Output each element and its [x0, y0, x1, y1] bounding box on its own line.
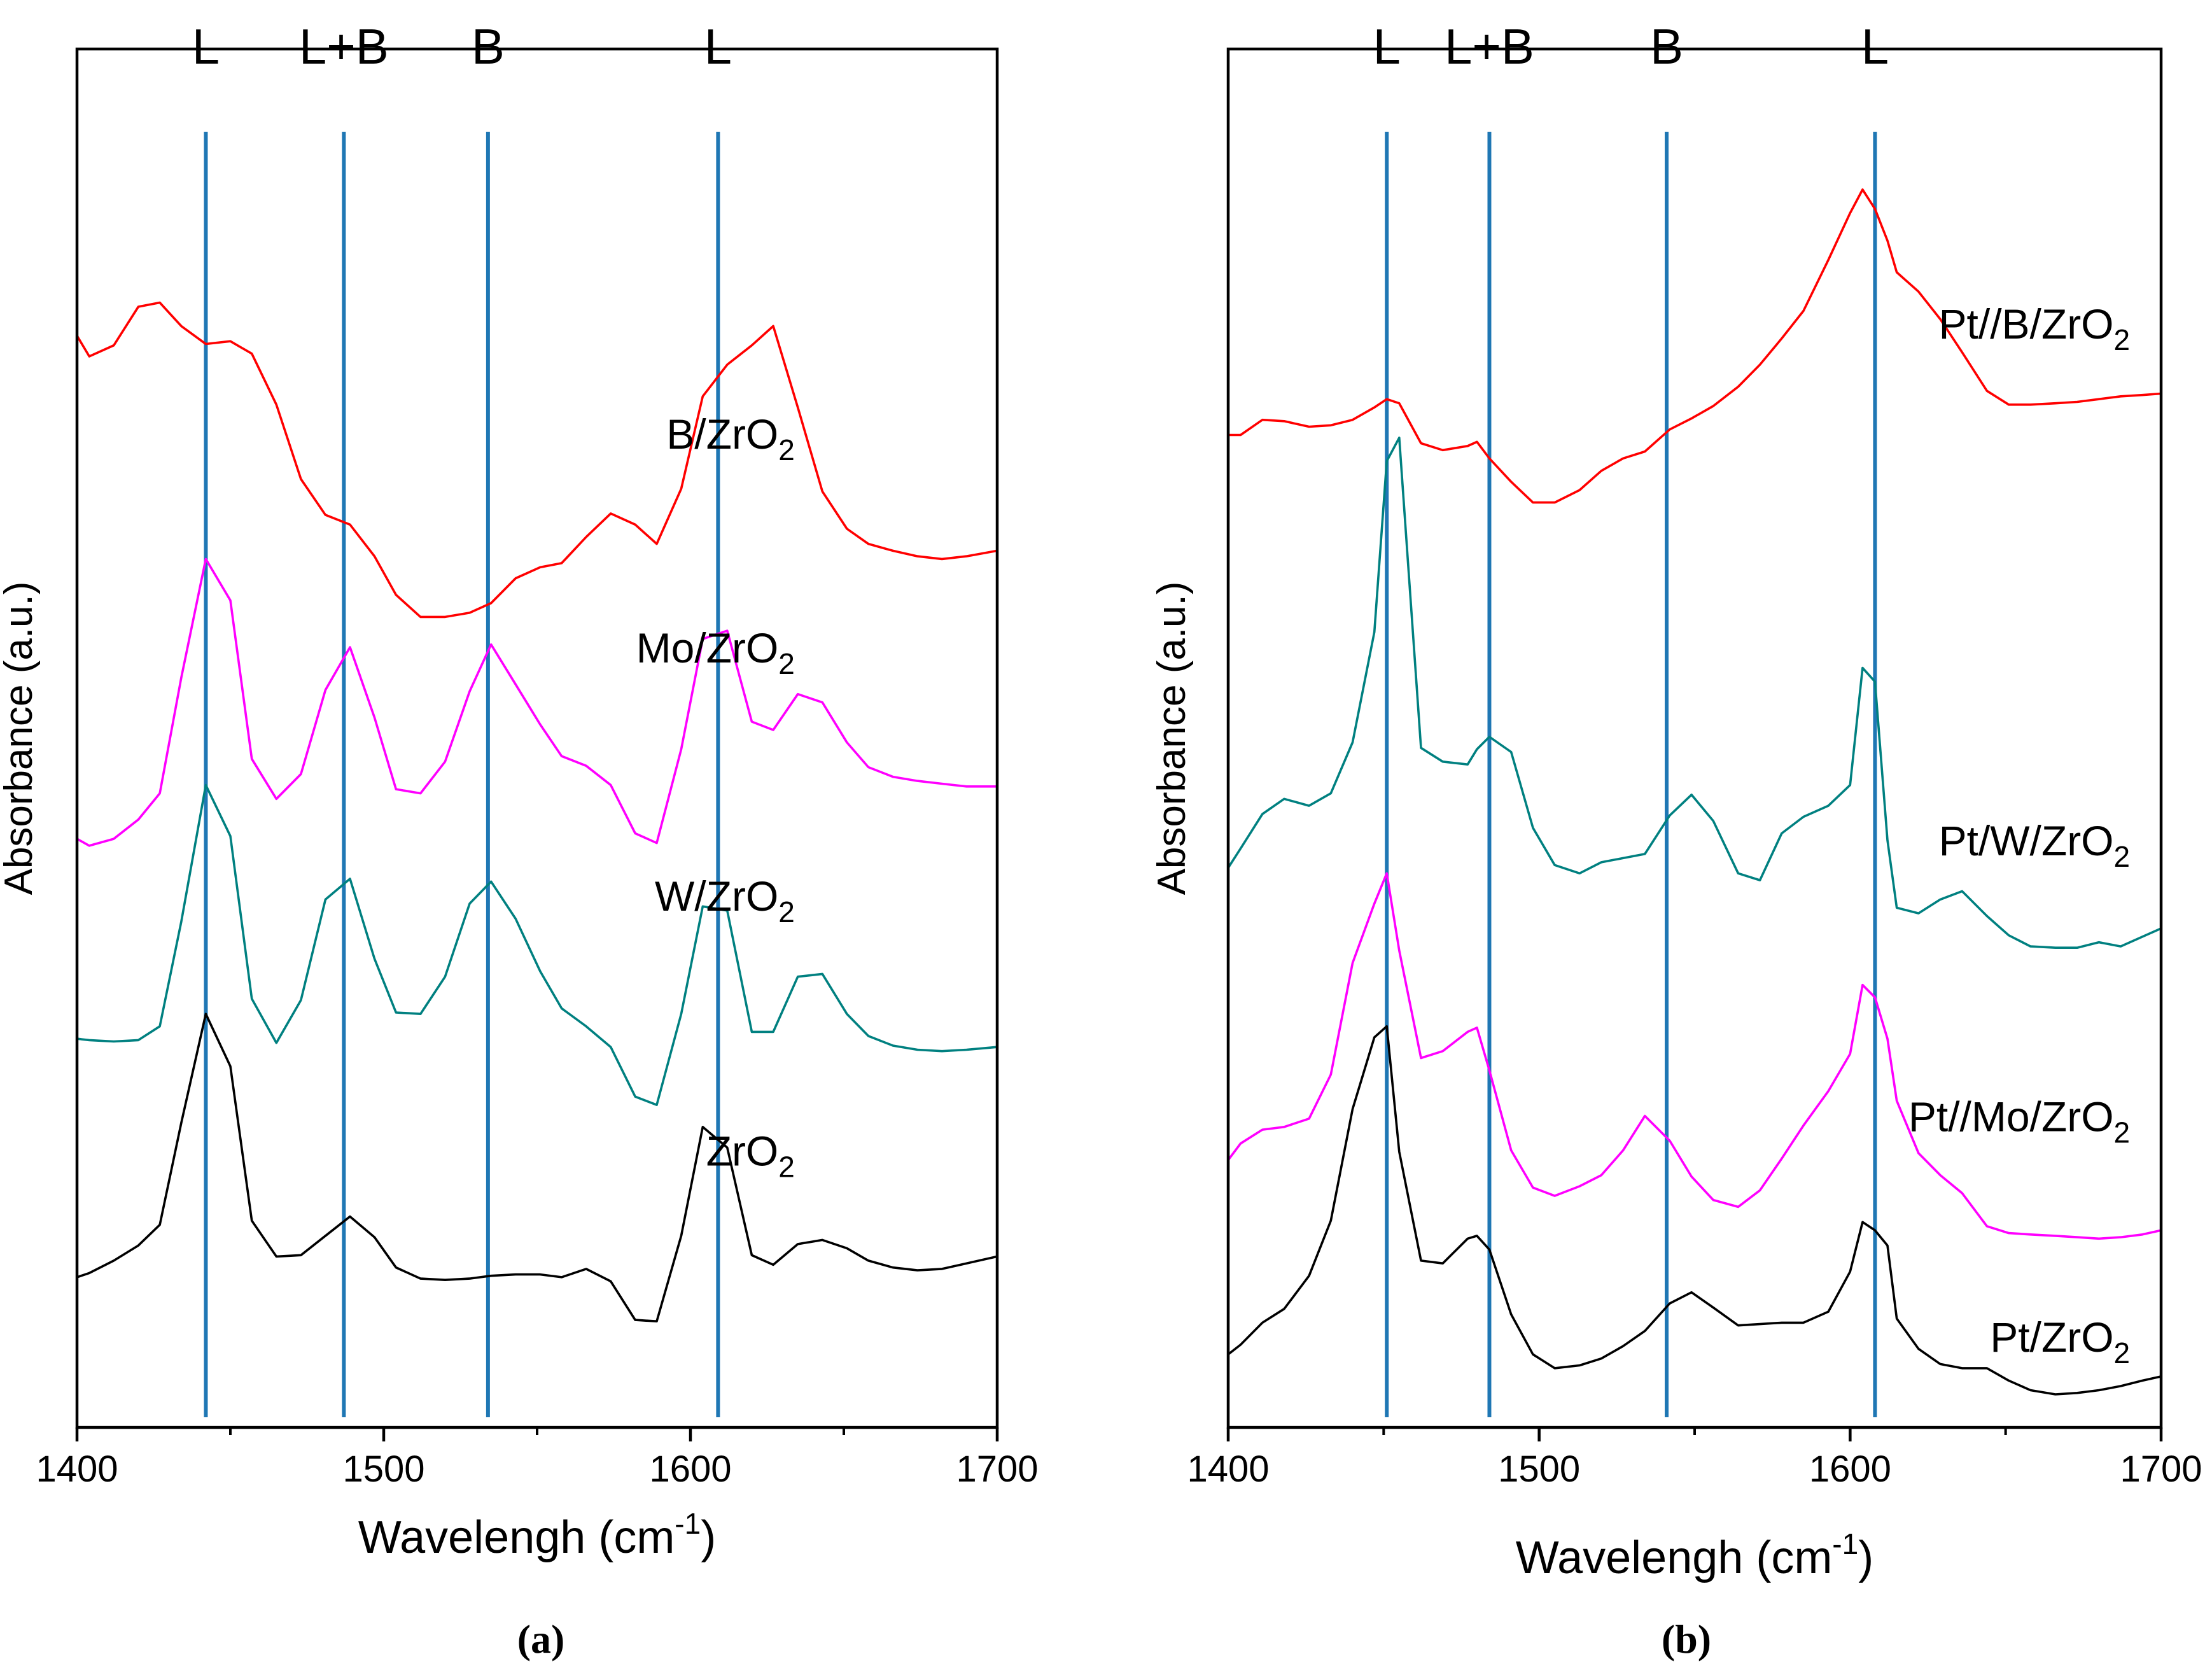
band-marker-label: L: [1861, 18, 1889, 74]
x-tick-label: 1400: [36, 1448, 118, 1490]
series-line: [76, 301, 998, 619]
band-marker-label: L: [192, 18, 220, 74]
x-axis-label: Wavelengh (cm-1): [358, 1507, 716, 1563]
panel-caption: (b): [1662, 1616, 1711, 1662]
series-label: Pt//B/ZrO2: [1939, 300, 2131, 356]
x-tick-label: 1400: [1187, 1448, 1269, 1490]
band-marker-label: B: [472, 18, 505, 74]
x-tick-label: 1500: [1498, 1448, 1580, 1490]
series-label: B/ZrO2: [666, 410, 795, 466]
series-line: [1227, 872, 2162, 1240]
series-line: [76, 557, 997, 847]
series-line: [1227, 1025, 2162, 1396]
series-line: [76, 1013, 998, 1322]
series-line: [1228, 188, 2162, 504]
x-tick-label: 1600: [1809, 1448, 1891, 1490]
y-axis-label: Absorbance (a.u.): [0, 582, 41, 895]
x-tick-label: 1700: [2120, 1448, 2202, 1490]
chart-panel-a: L L+B B L B/ZrO2 Mo/ZrO2 W/ZrO2 ZrO2 1400 1500 160…: [0, 18, 1039, 1662]
series-line: [1227, 436, 2162, 949]
panel-caption: (a): [517, 1616, 565, 1662]
chart-panel-b: L L+B B L Pt//B/ZrO2 Pt/W/ZrO2 Pt//Mo/ZrO2 Pt/Z…: [1150, 18, 2202, 1662]
series-label: W/ZrO2: [655, 873, 795, 929]
x-tick-label: 1500: [342, 1448, 424, 1490]
series-line: [76, 783, 998, 1106]
series-label: Mo/ZrO2: [636, 624, 795, 680]
series-label: Pt/W/ZrO2: [1939, 817, 2131, 873]
series-label: Pt/ZrO2: [1990, 1314, 2130, 1370]
x-tick-label: 1700: [956, 1448, 1038, 1490]
x-axis-label: Wavelengh (cm-1): [1516, 1527, 1873, 1583]
band-marker-label: L+B: [299, 18, 389, 74]
series-label: ZrO2: [706, 1127, 795, 1183]
band-marker-label: B: [1650, 18, 1683, 74]
y-axis-label: Absorbance (a.u.): [1150, 582, 1194, 895]
series-label: Pt//Mo/ZrO2: [1908, 1093, 2130, 1149]
band-marker-label: L: [704, 18, 732, 74]
band-marker-label: L+B: [1445, 18, 1534, 74]
band-marker-label: L: [1373, 18, 1401, 74]
x-tick-label: 1600: [649, 1448, 731, 1490]
